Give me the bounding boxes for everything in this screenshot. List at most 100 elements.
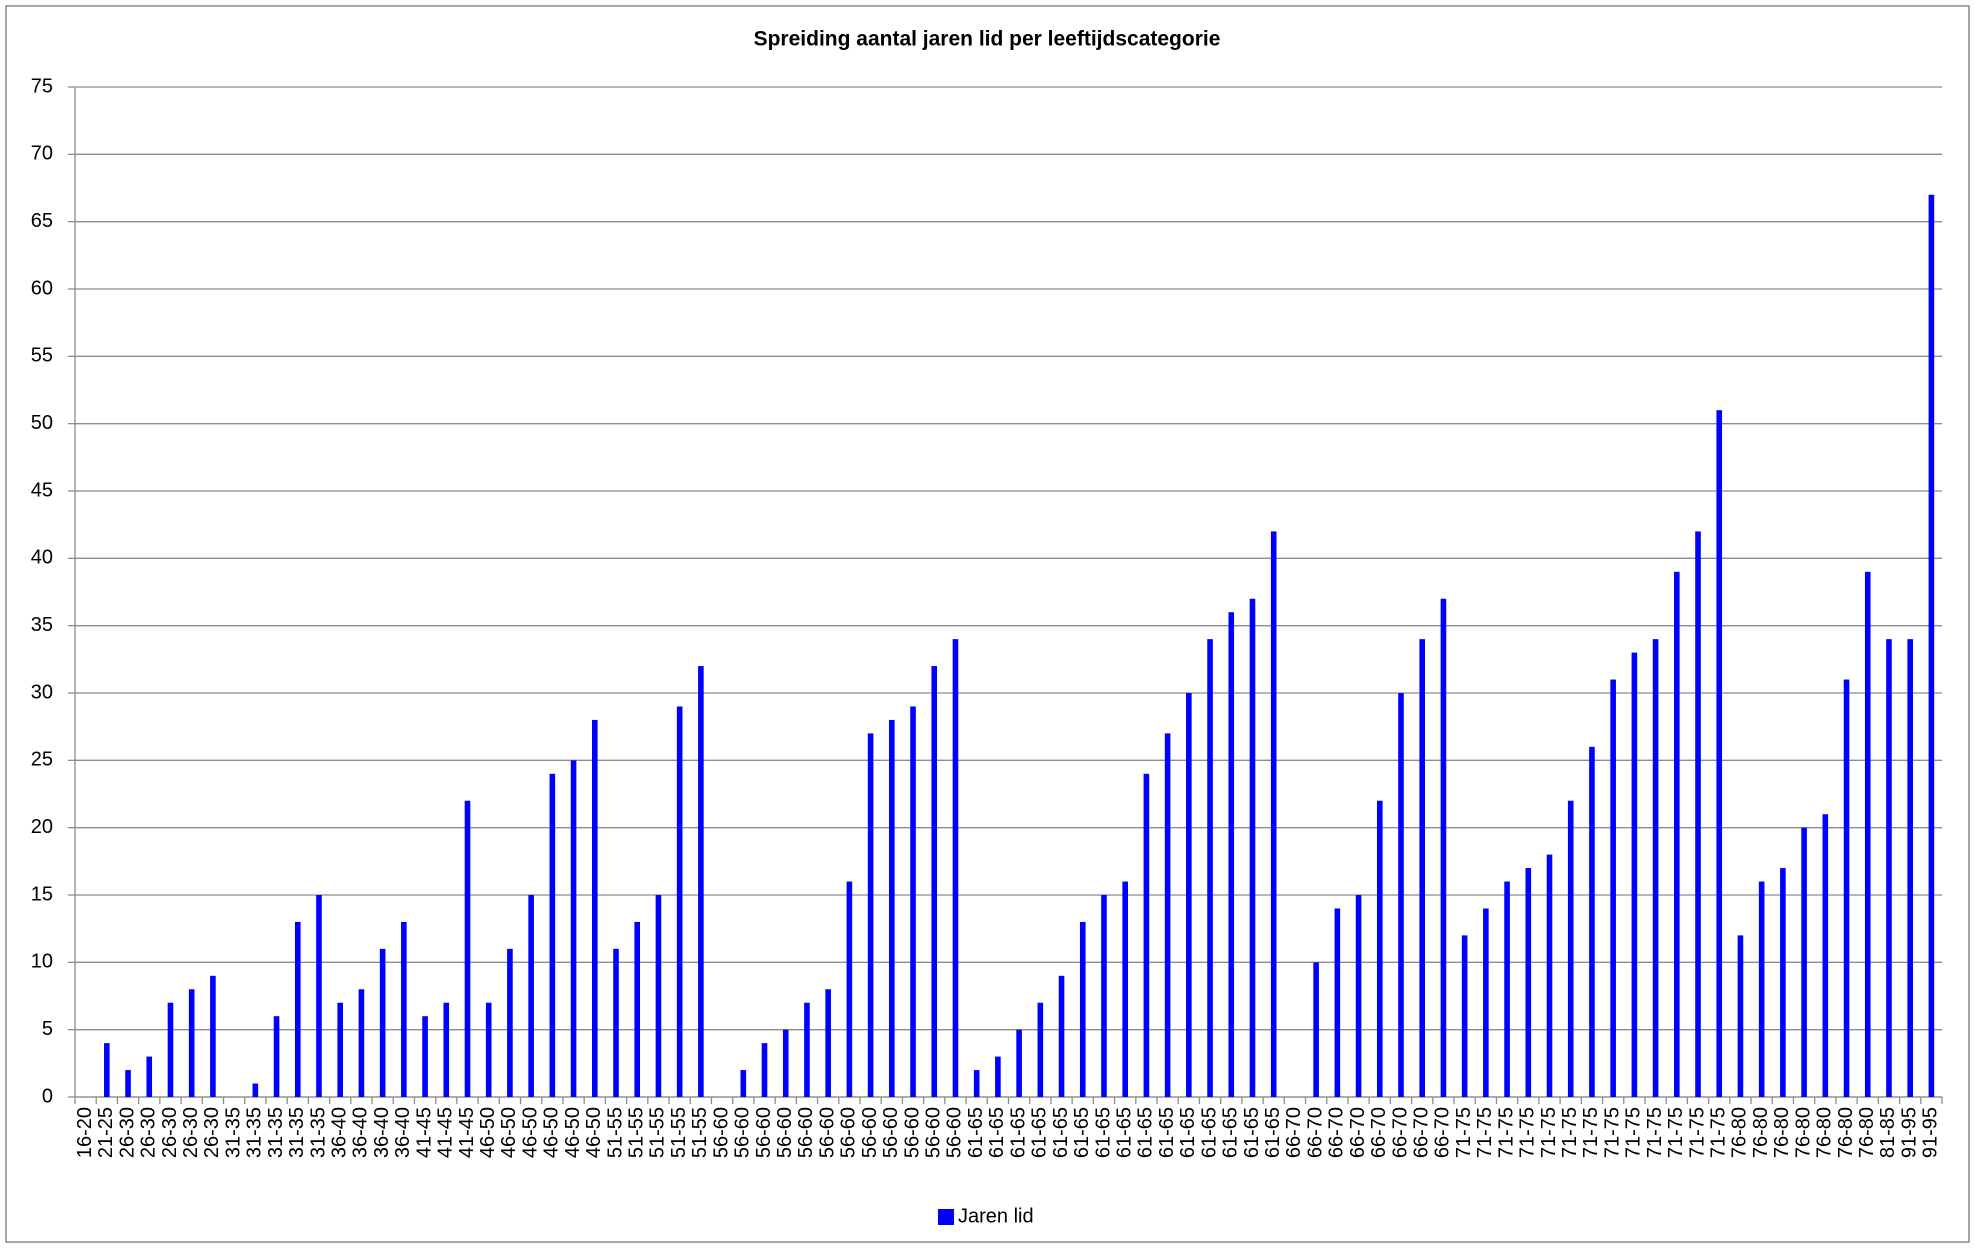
bar: [146, 1056, 153, 1097]
bar: [634, 921, 641, 1097]
bar: [910, 706, 916, 1097]
bar: [1079, 921, 1086, 1097]
bar: [1504, 881, 1510, 1097]
bar: [1631, 652, 1638, 1097]
bar: [252, 1083, 259, 1097]
bar: [1440, 598, 1447, 1097]
x-tick-label: 66-70: [1389, 1107, 1411, 1158]
bar: [846, 881, 853, 1097]
x-tick-label: 81-85: [1877, 1107, 1899, 1158]
x-tick-label: 61-65: [1220, 1107, 1242, 1158]
bar: [676, 706, 683, 1097]
x-tick-label: 71-75: [1453, 1107, 1475, 1158]
x-tick-label: 46-50: [519, 1107, 541, 1158]
x-tick-label: 51-55: [689, 1107, 711, 1158]
x-tick-label: 61-65: [1198, 1107, 1220, 1158]
x-tick-label: 36-40: [350, 1107, 372, 1158]
x-tick-label: 16-20: [74, 1107, 96, 1158]
x-tick-label: 56-60: [753, 1107, 775, 1158]
bar: [1758, 881, 1765, 1097]
x-tick-label: 91-95: [1898, 1107, 1920, 1158]
x-tick-label: 66-70: [1304, 1107, 1326, 1158]
bar: [1716, 410, 1723, 1097]
bar: [273, 1016, 280, 1097]
x-tick-label: 56-60: [923, 1107, 945, 1158]
x-tick-label: 76-80: [1792, 1107, 1814, 1158]
x-tick-label: 41-45: [456, 1107, 478, 1158]
x-tick-label: 46-50: [541, 1107, 563, 1158]
y-tick-label: 5: [42, 1018, 53, 1040]
bar: [825, 989, 831, 1097]
bar: [1652, 639, 1659, 1097]
x-tick-label: 51-55: [604, 1107, 626, 1158]
y-tick-label: 45: [31, 479, 53, 501]
y-tick-label: 30: [31, 681, 53, 703]
x-tick-label: 76-80: [1814, 1107, 1836, 1158]
x-tick-label: 56-60: [816, 1107, 838, 1158]
bar: [1207, 639, 1213, 1097]
x-tick-label: 31-35: [244, 1107, 266, 1158]
x-tick-label: 56-60: [732, 1107, 754, 1158]
bar: [952, 639, 959, 1097]
x-tick-label: 91-95: [1920, 1107, 1942, 1158]
bar: [889, 719, 895, 1097]
x-tick-label: 56-60: [774, 1107, 796, 1158]
x-tick-label: 31-35: [286, 1107, 308, 1158]
bar: [358, 989, 365, 1097]
bar: [1801, 827, 1807, 1097]
x-tick-label: 46-50: [498, 1107, 520, 1158]
y-tick-label: 35: [31, 614, 53, 636]
x-tick-label: 51-55: [668, 1107, 690, 1158]
x-tick-label: 26-30: [116, 1107, 138, 1158]
x-tick-label: 66-70: [1326, 1107, 1348, 1158]
x-tick-label: 76-80: [1750, 1107, 1772, 1158]
x-tick-label: 76-80: [1729, 1107, 1751, 1158]
bar: [507, 948, 513, 1097]
x-tick-label: 61-65: [1071, 1107, 1093, 1158]
x-tick-label: 71-75: [1644, 1107, 1666, 1158]
x-tick-label: 41-45: [435, 1107, 457, 1158]
bar: [316, 895, 322, 1097]
bar: [1928, 194, 1935, 1097]
x-tick-label: 76-80: [1835, 1107, 1857, 1158]
x-tick-label: 71-75: [1708, 1107, 1730, 1158]
bar: [1355, 895, 1362, 1097]
bar: [401, 921, 407, 1097]
x-tick-label: 71-75: [1538, 1107, 1560, 1158]
x-tick-label: 41-45: [413, 1107, 435, 1158]
x-tick-label: 61-65: [1262, 1107, 1284, 1158]
bar: [1398, 693, 1404, 1097]
x-tick-label: 71-75: [1686, 1107, 1708, 1158]
y-tick-label: 15: [31, 883, 53, 905]
bar: [1037, 1002, 1044, 1097]
bar: [655, 895, 662, 1097]
x-tick-label: 36-40: [371, 1107, 393, 1158]
x-tick-label: 51-55: [626, 1107, 648, 1158]
bar: [804, 1002, 810, 1097]
bar: [485, 1002, 492, 1097]
bar: [188, 989, 195, 1097]
bar: [1546, 854, 1553, 1097]
bar: [1249, 598, 1256, 1097]
bar: [1886, 639, 1892, 1097]
x-tick-label: 71-75: [1580, 1107, 1602, 1158]
x-tick-label: 26-30: [138, 1107, 160, 1158]
x-tick-label: 61-65: [1135, 1107, 1157, 1158]
x-tick-label: 61-65: [965, 1107, 987, 1158]
bar: [570, 760, 577, 1097]
bar: [1143, 773, 1150, 1097]
bar: [1907, 639, 1913, 1097]
bar: [995, 1056, 1001, 1097]
bar: [294, 921, 301, 1097]
x-tick-label: 56-60: [901, 1107, 923, 1158]
y-tick-label: 40: [31, 547, 53, 569]
x-tick-label: 76-80: [1856, 1107, 1878, 1158]
bar: [1822, 814, 1829, 1097]
x-tick-label: 66-70: [1410, 1107, 1432, 1158]
bar: [1461, 935, 1468, 1097]
bar: [1058, 975, 1065, 1097]
x-tick-label: 71-75: [1601, 1107, 1623, 1158]
x-tick-label: 61-65: [986, 1107, 1008, 1158]
